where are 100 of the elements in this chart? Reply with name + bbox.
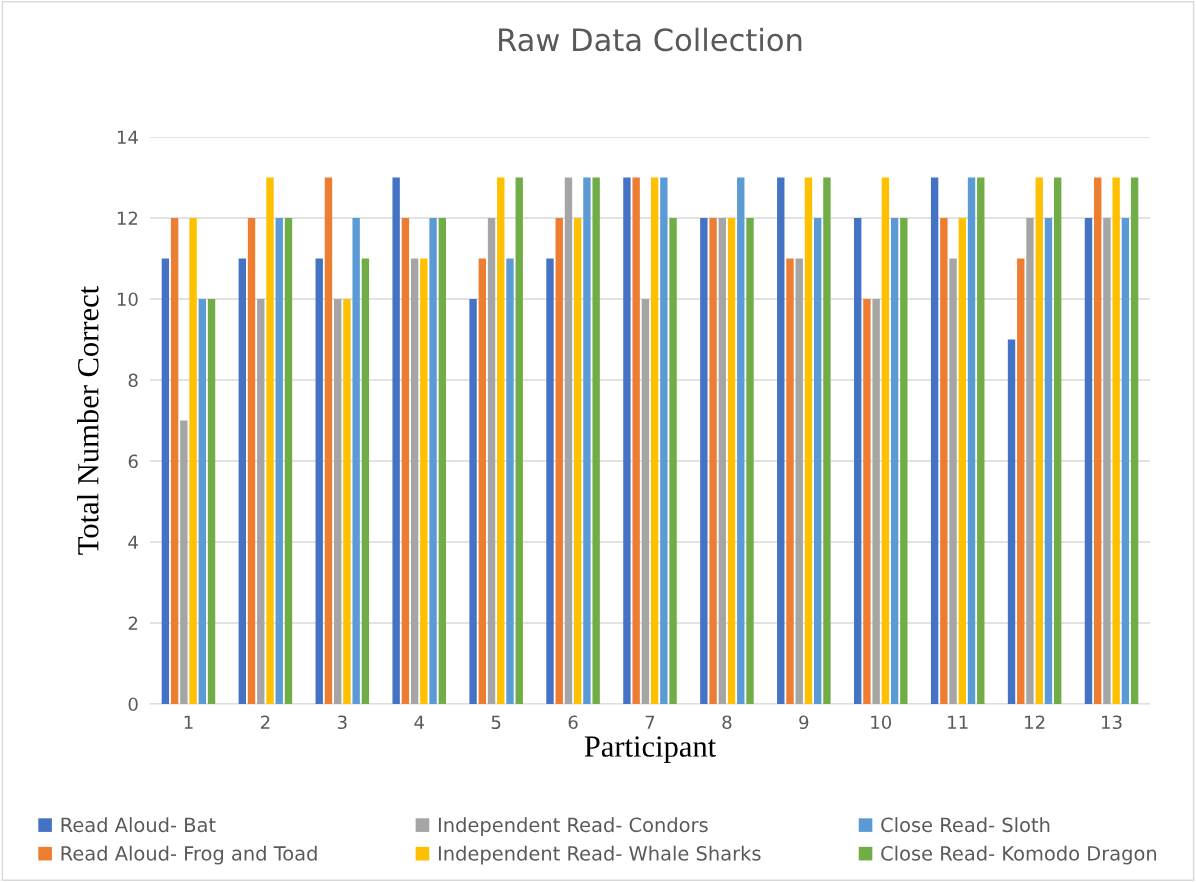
bar <box>247 218 256 704</box>
bar <box>478 258 486 704</box>
bar <box>266 177 274 704</box>
bar <box>1084 218 1093 704</box>
bar <box>718 218 726 704</box>
bar <box>574 218 582 704</box>
bar <box>401 218 410 704</box>
bar <box>1094 177 1102 704</box>
legend-label: Close Read- Komodo Dragon <box>881 845 1157 865</box>
y-tick-label: 12 <box>117 211 138 225</box>
bar <box>930 177 939 704</box>
y-tick-label: 2 <box>128 616 138 630</box>
bar <box>420 258 428 704</box>
bar <box>777 177 785 704</box>
bar <box>315 258 323 704</box>
y-tick-label: 4 <box>128 535 138 549</box>
bar <box>890 218 899 704</box>
x-tick-label: 7 <box>645 715 655 729</box>
bar <box>1103 218 1111 704</box>
legend-label: Independent Read- Whale Sharks <box>438 845 761 865</box>
bar <box>863 299 871 704</box>
bar <box>583 177 591 704</box>
bar <box>804 177 813 704</box>
bar <box>1017 258 1025 704</box>
bar <box>410 258 419 704</box>
bar <box>324 177 333 704</box>
bar <box>977 177 985 704</box>
bar <box>284 218 293 704</box>
bar <box>189 218 197 704</box>
y-tick-label: 8 <box>128 373 138 388</box>
bar <box>854 218 862 704</box>
x-tick-label: 1 <box>184 715 193 729</box>
bar <box>940 218 948 704</box>
bar <box>1054 177 1062 704</box>
bar <box>487 218 496 704</box>
bar <box>515 177 523 704</box>
bar <box>438 218 446 704</box>
y-tick-label: 6 <box>128 454 138 469</box>
bar <box>546 258 554 704</box>
y-axis-title: Total Number Correct <box>77 285 99 555</box>
x-tick-label: 9 <box>799 715 809 730</box>
legend-label: Close Read- Sloth <box>881 817 1050 833</box>
x-tick-label: 11 <box>948 715 968 729</box>
bar <box>429 218 437 704</box>
bar <box>198 299 206 704</box>
bar <box>1112 177 1120 704</box>
bar <box>1130 177 1139 704</box>
bar <box>238 258 246 704</box>
bar <box>343 299 351 704</box>
x-tick-label: 10 <box>871 715 892 730</box>
bar <box>497 177 505 704</box>
bar <box>650 177 659 704</box>
y-tick-label: 0 <box>128 697 138 712</box>
x-tick-label: 12 <box>1025 715 1045 729</box>
bar <box>1007 339 1016 704</box>
bar <box>632 177 640 704</box>
bar <box>180 420 188 704</box>
bar <box>564 177 573 704</box>
bar <box>881 177 890 704</box>
legend-label: Read Aloud- Frog and Toad <box>61 845 317 865</box>
bar <box>737 177 745 704</box>
legend-label: Independent Read- Condors <box>438 817 708 836</box>
bar <box>669 218 677 704</box>
bar <box>786 258 794 704</box>
bar <box>958 218 966 704</box>
bar <box>700 218 708 704</box>
bar <box>257 299 265 704</box>
bar <box>660 177 668 704</box>
bar <box>275 218 283 704</box>
x-axis-title: Participant <box>584 736 717 764</box>
bar <box>392 177 400 704</box>
bar <box>1035 177 1043 704</box>
x-tick-label: 2 <box>260 715 270 729</box>
bar <box>361 258 370 704</box>
bar <box>1044 218 1053 704</box>
bar <box>555 218 563 704</box>
bar <box>727 218 736 704</box>
bar <box>1121 218 1130 704</box>
bar <box>949 258 957 704</box>
bar <box>352 218 360 704</box>
bar <box>746 218 754 704</box>
y-tick-label: 14 <box>117 130 138 144</box>
y-tick-label: 10 <box>117 292 138 307</box>
bar <box>872 299 880 704</box>
x-tick-label: 13 <box>1102 715 1122 730</box>
bar <box>795 258 803 704</box>
x-tick-label: 4 <box>414 715 424 729</box>
bar <box>161 258 170 704</box>
bar <box>709 218 717 704</box>
bar <box>506 258 514 704</box>
x-tick-label: 5 <box>491 715 501 730</box>
bar <box>823 177 831 704</box>
x-tick-label: 8 <box>722 715 732 730</box>
x-tick-label: 6 <box>568 715 578 730</box>
bar <box>469 299 477 704</box>
bar <box>170 218 179 704</box>
bar <box>207 299 216 704</box>
bar <box>334 299 342 704</box>
bar <box>1026 218 1034 704</box>
bar <box>592 177 600 704</box>
